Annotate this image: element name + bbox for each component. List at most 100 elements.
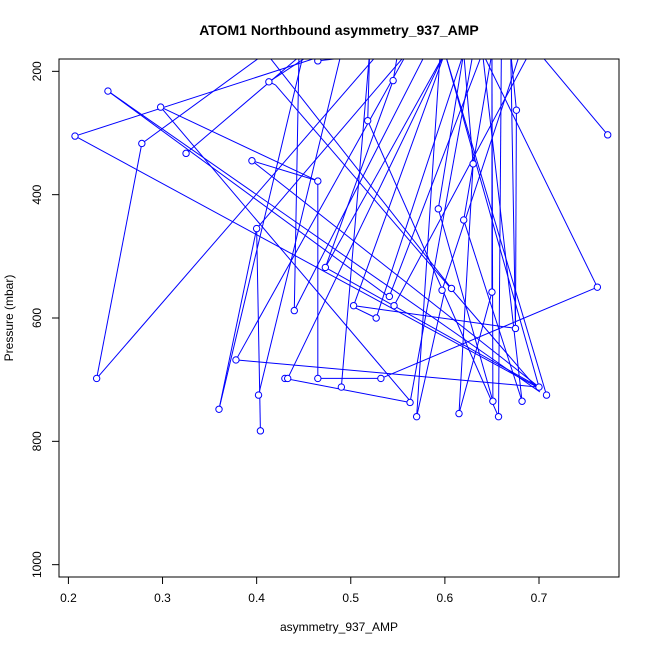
series-line-segment [416,290,446,417]
data-point [455,409,463,418]
series-line-segment [74,59,315,137]
series-line-segment [256,59,403,229]
data-point [254,391,263,399]
series-line-segment [185,59,298,154]
axes: 0.2 0.3 0.4 0.5 0.6 0.7 200 400 600 800 1000 [30,58,620,605]
series-line-segment [235,359,540,388]
plot-area [71,59,612,435]
data-point [314,177,322,185]
series-line-segment [96,59,375,379]
data-point [460,216,468,224]
series-line-segment [160,106,319,182]
data-point [252,224,261,233]
series-line-segment [160,106,413,404]
series-line-segment [510,59,517,111]
data-point [92,374,101,383]
series-line-segment [270,59,452,289]
data-point [314,59,322,65]
data-point [389,76,397,85]
data-point [372,314,380,322]
series-line-segment [498,59,502,417]
x-tick-label: 0.2 [60,591,77,605]
series-line-segment [96,143,143,379]
series-line-segment [463,59,474,164]
series-line-segment [375,59,463,319]
data-point [494,412,503,421]
series-line-segment [218,59,303,410]
series-line-segment [340,59,370,388]
series-line-segment [458,163,474,414]
data-point [377,374,385,383]
series-line-segment [235,59,405,361]
series-line-segment [218,228,258,410]
data-point [71,132,79,140]
series-line-segment [482,59,523,402]
series-line-segment [287,59,443,379]
data-point [182,149,190,158]
series-line-segment [463,59,492,221]
series-line-segment [367,59,370,121]
data-point [321,263,330,272]
series-line-segment [437,59,464,209]
x-tick-label: 0.4 [248,591,265,605]
data-point [265,78,273,86]
series-line-segment [268,59,305,83]
data-point [248,157,256,165]
series-line-segment [510,59,516,329]
series-line-segment [317,59,339,62]
data-point [535,383,543,391]
series-line-segment [107,90,389,297]
y-axis-label: Pressure (mbar) [2,275,16,362]
data-point [156,103,165,111]
x-tick-label: 0.6 [437,591,454,605]
series-line-segment [367,120,499,417]
chart-title: ATOM1 Northbound asymmetry_937_AMP [199,22,479,38]
series-line-segment [441,59,519,291]
data-point [488,288,496,296]
data-point [284,374,292,383]
x-tick-label: 0.7 [531,591,548,605]
data-point [364,116,372,125]
data-point [314,374,322,383]
series-line-segment [251,160,319,182]
data-point [138,139,146,148]
x-tick-label: 0.3 [154,591,171,605]
series-line-segment [353,305,517,329]
data-point [412,412,421,421]
data-point [604,131,612,139]
data-point [489,397,497,405]
series-line-segment [325,266,540,388]
series-line-segment [293,59,424,311]
data-point [256,427,265,435]
data-point [385,292,394,301]
data-point [512,106,521,114]
data-point [593,283,602,291]
x-tick-label: 0.5 [342,591,359,605]
data-point [406,398,414,407]
y-tick-label: 1000 [30,551,44,578]
data-point [232,356,240,364]
series-line-segment [543,59,609,136]
series-line-segment [293,59,300,311]
data-point [542,391,551,399]
data-point [104,87,112,95]
data-point [438,286,446,294]
data-point [434,205,442,213]
series-line-segment [393,59,527,306]
y-tick-label: 600 [30,308,44,328]
data-point [337,383,346,391]
series-line-segment [324,80,394,268]
data-point [390,301,398,310]
data-point [349,301,358,310]
series-line-segment [258,59,341,396]
y-tick-label: 400 [30,184,44,204]
series-line-segment [458,291,493,414]
y-tick-label: 800 [30,431,44,451]
data-point [447,284,456,293]
data-point [511,324,520,333]
series-line-segment [284,377,411,403]
series-line-segment [141,59,259,144]
data-point [290,306,298,315]
